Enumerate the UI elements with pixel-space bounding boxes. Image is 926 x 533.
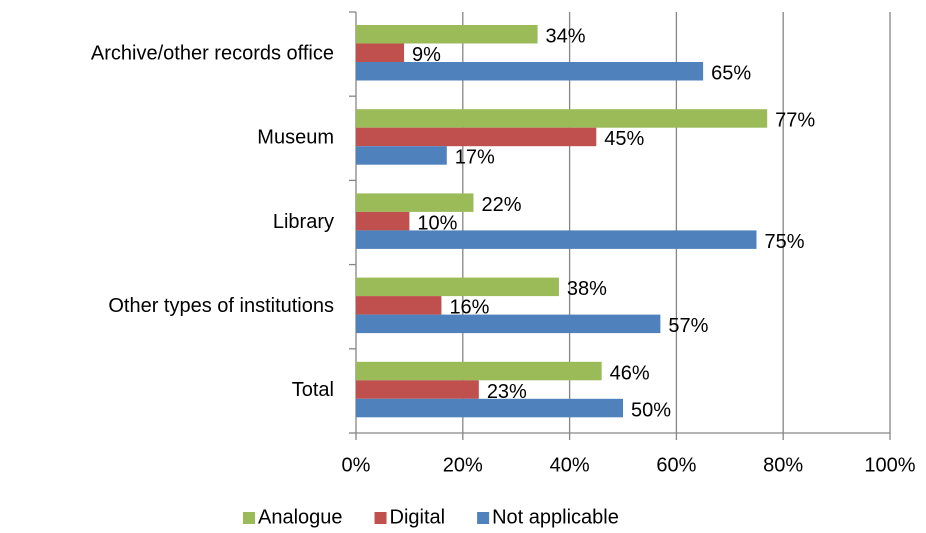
x-tick-label: 20% <box>443 454 483 476</box>
bar <box>356 277 559 297</box>
bar <box>356 398 623 418</box>
value-label: 23% <box>487 381 527 403</box>
bar <box>356 314 661 334</box>
category-label: Museum <box>257 127 334 149</box>
value-label: 46% <box>610 362 650 384</box>
value-label: 50% <box>631 399 671 421</box>
bar <box>356 361 602 381</box>
x-tick-label: 60% <box>656 454 696 476</box>
value-label: 65% <box>711 63 751 85</box>
bar <box>356 380 479 399</box>
x-tick-label: 40% <box>550 454 590 476</box>
value-label: 75% <box>765 231 805 253</box>
bar <box>356 193 474 212</box>
legend-swatch <box>477 512 490 524</box>
category-label: Archive/other records office <box>91 42 334 64</box>
x-tick-label: 0% <box>342 454 371 476</box>
legend-label: Digital <box>390 506 446 528</box>
bar <box>356 109 768 128</box>
bar <box>356 296 442 315</box>
value-label: 34% <box>546 26 586 48</box>
legend-label: Not applicable <box>492 506 619 528</box>
bar <box>356 146 447 165</box>
bar <box>356 43 405 62</box>
bar <box>356 62 704 81</box>
value-label: 9% <box>412 44 441 66</box>
x-tick-label: 100% <box>864 454 915 476</box>
value-label: 38% <box>567 278 607 300</box>
value-label: 22% <box>481 194 521 216</box>
category-label: Library <box>273 211 334 233</box>
value-label: 16% <box>449 297 489 319</box>
value-label: 57% <box>668 315 708 337</box>
bar <box>356 127 597 147</box>
bar <box>356 230 757 249</box>
value-label: 17% <box>455 147 495 169</box>
value-label: 10% <box>417 212 457 234</box>
x-tick-label: 80% <box>763 454 803 476</box>
category-label: Total <box>292 379 334 401</box>
category-label: Other types of institutions <box>108 295 334 317</box>
legend-swatch <box>243 512 255 524</box>
value-label: 77% <box>775 110 815 132</box>
legend-label: Analogue <box>258 506 343 528</box>
bar <box>356 211 410 231</box>
value-label: 45% <box>604 128 644 150</box>
bar <box>356 25 538 44</box>
legend-swatch <box>374 512 387 524</box>
